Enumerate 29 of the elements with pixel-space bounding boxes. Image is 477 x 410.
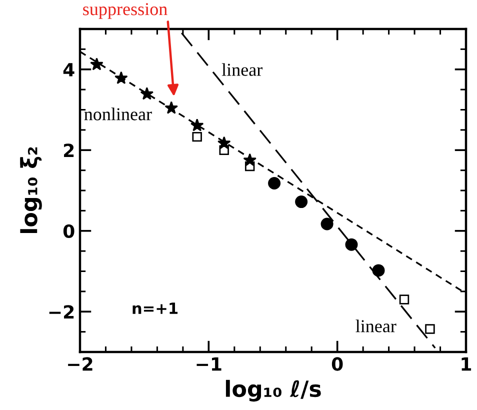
point <box>190 118 204 132</box>
point <box>244 161 255 172</box>
y-tick-label: −2 <box>49 305 74 318</box>
annotation: linear <box>222 63 262 76</box>
point <box>425 324 435 334</box>
text: suppression <box>83 3 168 19</box>
point <box>140 87 154 100</box>
annotation: nonlinear <box>84 108 152 120</box>
point <box>345 238 358 251</box>
point <box>372 264 385 277</box>
point <box>399 294 410 304</box>
point <box>268 176 281 190</box>
x-tick-label: 1 <box>462 357 472 371</box>
y-tick-label: 0 <box>63 224 74 238</box>
point <box>114 71 128 84</box>
annotation: linear <box>356 320 396 332</box>
y-axis-title: log₁₀ ξ̄₂ <box>20 147 42 234</box>
point <box>295 196 308 208</box>
point <box>90 58 104 70</box>
x-axis-title: log₁₀ ℓ/s <box>226 380 321 402</box>
y-tick-label: 2 <box>64 144 74 157</box>
point <box>192 132 202 142</box>
x-tick-label: 0 <box>332 357 343 371</box>
point <box>219 145 229 155</box>
annotation: n=+1 <box>132 302 178 314</box>
point <box>164 101 178 114</box>
y-tick-label: 4 <box>63 63 74 76</box>
point <box>320 218 334 230</box>
x-tick-label: −1 <box>196 357 222 371</box>
